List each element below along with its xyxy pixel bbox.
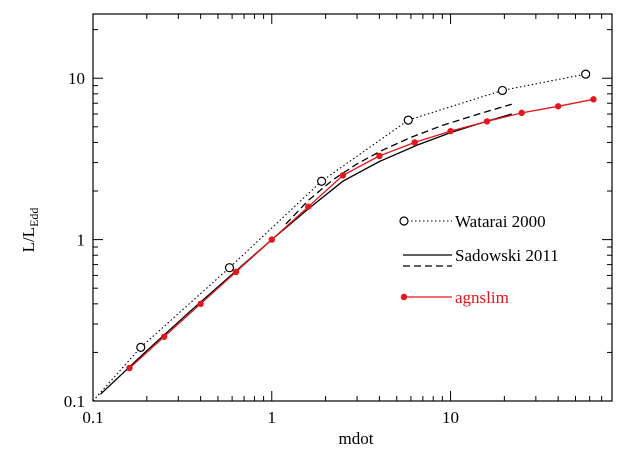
legend-marker-watarai (399, 216, 409, 226)
data-point-3 (197, 300, 204, 308)
plot-area (92, 13, 613, 402)
data-point-0 (317, 176, 327, 186)
series-line-0 (92, 73, 586, 402)
data-point-0 (497, 85, 508, 96)
legend-label-sadowski: Sadowski 2011 (455, 246, 559, 265)
y-tick-label: 0.1 (64, 392, 85, 411)
plot-frame (92, 13, 613, 402)
legend-item-agnslim: agnslim (400, 288, 509, 307)
data-point-3 (305, 203, 312, 210)
data-point-0 (224, 263, 235, 273)
data-point-0 (403, 115, 413, 125)
y-tick-label: 1 (77, 231, 86, 250)
series-line-3 (129, 98, 594, 369)
y-tick-label: 10 (68, 69, 85, 88)
data-point-3 (590, 96, 597, 103)
data-point-3 (447, 127, 454, 135)
data-point-3 (126, 364, 133, 372)
legend-label-agnslim: agnslim (455, 288, 509, 307)
y-axis-label: L/LEdd (19, 208, 41, 253)
series-line-1 (99, 113, 512, 395)
data-point-0 (581, 69, 591, 79)
legend-marker-agnslim (400, 293, 408, 301)
series-layer (92, 69, 597, 402)
legend-label-watarai: Watarai 2000 (455, 212, 546, 231)
x-tick-label: 10 (442, 408, 459, 427)
data-point-3 (518, 109, 525, 117)
data-point-3 (268, 236, 275, 243)
data-point-3 (554, 103, 562, 110)
x-tick-label: 1 (268, 408, 277, 427)
x-axis-label: mdot (339, 429, 374, 448)
data-point-3 (160, 333, 168, 340)
series-line-2 (285, 103, 512, 225)
legend-item-sadowski: Sadowski 2011 (403, 246, 559, 267)
y-axis-label-sub: Edd (27, 208, 41, 227)
data-point-3 (411, 139, 418, 146)
data-point-0 (136, 342, 146, 352)
legend: Watarai 2000 Sadowski 2011 agnslim (399, 212, 559, 307)
major-ticks (92, 14, 612, 402)
legend-item-watarai: Watarai 2000 (399, 212, 546, 231)
y-axis-label-main: L/L (19, 227, 38, 253)
minor-ticks (93, 14, 613, 401)
data-point-3 (483, 118, 491, 125)
x-tick-label: 0.1 (82, 408, 103, 427)
tick-labels: 0.1 1 10 0.1 1 10 (64, 69, 459, 427)
data-point-3 (339, 172, 347, 179)
data-point-3 (232, 268, 240, 276)
data-point-3 (376, 152, 383, 160)
